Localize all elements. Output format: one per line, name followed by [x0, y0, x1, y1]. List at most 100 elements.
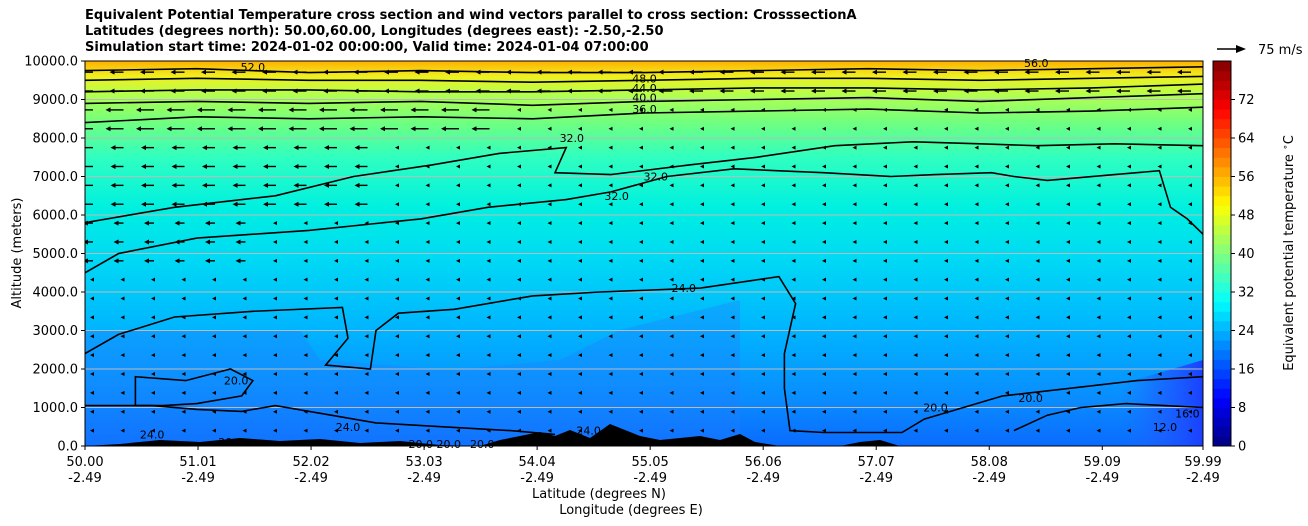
wind-vector: [578, 315, 582, 320]
colorbar-band: [1213, 349, 1231, 360]
wind-vector: [700, 164, 704, 169]
wind-vector: [883, 296, 887, 301]
wind-vector: [235, 258, 246, 264]
wind-vector: [578, 353, 582, 358]
wind-vector: [1035, 372, 1040, 377]
wind-vector: [913, 258, 918, 263]
wind-vector: [791, 353, 796, 358]
wind-vector: [202, 163, 215, 169]
wind-vector: [303, 221, 308, 226]
wind-vector: [1085, 69, 1100, 75]
wind-vector: [761, 428, 765, 433]
wind-vector: [425, 315, 430, 320]
wind-vector: [1157, 183, 1162, 188]
wind-vector: [1157, 296, 1162, 301]
wind-vector: [547, 258, 552, 263]
wind-vector: [700, 334, 704, 339]
wind-vector: [110, 182, 124, 188]
wind-vector: [349, 126, 368, 132]
wind-vector: [395, 372, 399, 377]
wind-vector: [872, 69, 886, 75]
wind-vector: [700, 353, 704, 358]
wind-vector: [811, 88, 825, 94]
wind-vector: [174, 258, 185, 264]
colorbar-band: [1213, 397, 1231, 408]
y-tick-label: 2000.0: [33, 363, 79, 378]
wind-vector: [822, 334, 826, 339]
wind-vector: [110, 201, 124, 207]
wind-vector: [1035, 221, 1040, 226]
wind-vector: [517, 183, 521, 188]
wind-vector: [974, 145, 979, 150]
colorbar-tick-label: 8: [1238, 401, 1246, 416]
wind-vector: [669, 315, 674, 320]
wind-vector: [608, 126, 613, 131]
wind-vector: [486, 334, 491, 339]
wind-vector: [288, 126, 307, 132]
wind-vector: [1035, 126, 1040, 131]
wind-vector: [263, 201, 276, 207]
wind-vector: [944, 239, 948, 244]
wind-vector: [1066, 221, 1070, 226]
wind-vector: [639, 277, 643, 282]
wind-vector: [913, 428, 918, 433]
wind-vector: [791, 164, 796, 169]
wind-vector: [113, 258, 124, 264]
wind-vector: [791, 390, 796, 395]
wind-vector: [669, 221, 674, 226]
wind-vector: [205, 258, 215, 264]
wind-vector: [639, 258, 643, 263]
wind-vector: [852, 334, 857, 339]
wind-vector: [456, 315, 460, 320]
contour-label: 48.0: [632, 72, 657, 85]
contour-label: 24.0: [140, 428, 165, 441]
wind-vector: [456, 372, 460, 377]
wind-vector: [303, 296, 308, 301]
wind-vector: [1188, 202, 1192, 207]
wind-vector: [334, 428, 338, 433]
wind-vector: [410, 126, 429, 132]
wind-vector: [303, 277, 308, 282]
wind-vector: [608, 409, 613, 414]
wind-vector: [456, 221, 460, 226]
wind-vector: [85, 128, 93, 130]
colorbar-band: [1213, 234, 1231, 245]
wind-vector: [1188, 277, 1192, 282]
wind-vector: [456, 428, 460, 433]
colorbar-band: [1213, 359, 1231, 370]
wind-vector: [263, 182, 276, 188]
wind-vector: [334, 372, 338, 377]
wind-vector: [852, 164, 857, 169]
wind-vector: [761, 334, 765, 339]
wind-vector: [141, 145, 154, 151]
wind-vector: [151, 428, 155, 433]
wind-vector: [85, 109, 93, 111]
wind-vector: [334, 315, 338, 320]
wind-vector: [822, 372, 826, 377]
wind-vector: [151, 353, 155, 358]
wind-vector: [1035, 145, 1040, 150]
wind-vector: [273, 315, 277, 320]
colorbar-band: [1213, 61, 1231, 72]
x-tick-label-lat: 53.03: [405, 455, 442, 470]
wind-vector: [761, 390, 765, 395]
wind-vector: [974, 372, 979, 377]
colorbar-band: [1213, 99, 1231, 110]
wind-vector: [90, 409, 94, 414]
wind-vector: [486, 183, 491, 188]
wind-vector: [1177, 88, 1191, 94]
colorbar-band: [1213, 157, 1231, 168]
wind-vector: [334, 409, 338, 414]
wind-vector: [974, 428, 979, 433]
contour-line: [85, 83, 1203, 93]
wind-vector: [263, 145, 276, 151]
wind-vector: [944, 296, 948, 301]
wind-vector: [902, 88, 917, 94]
wind-vector: [578, 428, 582, 433]
wind-vector: [730, 221, 735, 226]
wind-vector: [669, 107, 674, 112]
wind-vector: [293, 163, 307, 169]
wind-vector: [90, 353, 94, 358]
wind-vector: [883, 428, 887, 433]
x-tick-label-lon: -2.49: [972, 471, 1006, 486]
